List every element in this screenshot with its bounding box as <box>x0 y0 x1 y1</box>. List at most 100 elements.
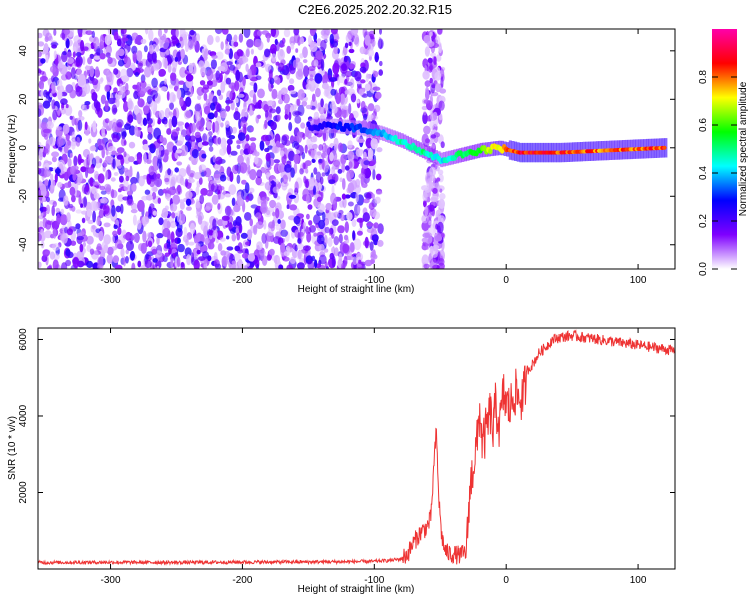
spectrogram-noise-blob <box>333 236 340 246</box>
spectrogram-noise-blob <box>233 41 239 47</box>
spectrogram-noise-blob <box>364 236 369 249</box>
spectrogram-ridge-point <box>662 145 667 150</box>
spectrogram-noise-blob <box>156 232 164 239</box>
spectrogram-noise-blob <box>265 152 271 162</box>
spectrogram-noise-blob <box>429 94 433 107</box>
spectrogram-noise-blob <box>240 232 248 239</box>
spectrogram-noise-blob <box>206 69 214 81</box>
spectrogram-noise-blob <box>318 254 327 265</box>
spectrogram-noise-blob <box>191 148 199 159</box>
spectrogram-noise-blob <box>363 160 370 166</box>
spectrogram-noise-blob <box>100 77 104 83</box>
spectrogram-noise-blob <box>229 64 236 71</box>
spectrogram-noise-blob <box>45 54 49 63</box>
spectrogram-noise-blob <box>379 60 383 67</box>
spectrogram-noise-blob <box>153 170 158 182</box>
spectrogram-y-tick-label: 0 <box>18 145 29 151</box>
snr-y-axis-label: SNR (10 * v/v) <box>7 416 18 480</box>
spectrogram-noise-blob <box>86 209 93 217</box>
spectrogram-noise-blob <box>235 69 241 81</box>
spectrogram-ridge-point <box>488 148 493 155</box>
spectrogram-noise-blob <box>259 250 266 256</box>
spectrogram-noise-blob <box>203 105 211 115</box>
spectrogram-noise-blob <box>185 198 192 206</box>
spectrogram-noise-blob <box>349 78 355 89</box>
spectrogram-noise-blob <box>373 104 381 113</box>
spectrogram-noise-blob <box>253 156 259 165</box>
spectrogram-noise-blob <box>94 66 100 78</box>
spectrogram-noise-blob <box>246 156 250 167</box>
spectrogram-noise-blob <box>278 62 285 72</box>
spectrogram-noise-blob <box>153 62 160 71</box>
spectrogram-noise-blob <box>194 131 201 138</box>
spectrogram-noise-blob <box>344 90 350 95</box>
spectrogram-noise-blob <box>55 207 61 214</box>
spectrogram-noise-blob <box>53 29 57 36</box>
spectrogram-noise-blob <box>433 56 437 66</box>
spectrogram-noise-blob <box>164 252 170 257</box>
colorbar-label: Normalized spectral amplitude <box>738 81 749 216</box>
spectrogram-noise-blob <box>376 147 383 153</box>
spectrogram-noise-blob <box>421 220 430 232</box>
spectrogram-noise-blob <box>99 185 106 191</box>
spectrogram-noise-blob <box>77 119 83 131</box>
spectrogram-noise-blob <box>270 29 277 37</box>
spectrogram-noise-blob <box>56 136 64 148</box>
spectrogram-noise-blob <box>38 90 41 97</box>
spectrogram-noise-blob <box>255 176 262 186</box>
spectrogram-noise-blob <box>249 137 257 142</box>
spectrogram-noise-blob <box>139 80 147 89</box>
spectrogram-noise-blob <box>213 174 220 179</box>
spectrogram-noise-blob <box>350 93 357 103</box>
spectrogram-noise-blob <box>197 215 203 225</box>
spectrogram-noise-blob <box>128 141 136 149</box>
spectrogram-noise-blob <box>292 110 300 117</box>
spectrogram-noise-blob <box>340 64 348 74</box>
spectrogram-x-tick-label: 100 <box>630 275 647 286</box>
spectrogram-noise-blob <box>215 70 221 81</box>
snr-frame <box>37 327 676 570</box>
spectrogram-noise-blob <box>231 126 237 134</box>
spectrogram-noise-blob <box>274 38 278 46</box>
spectrogram-noise-blob <box>49 65 57 73</box>
spectrogram-noise-blob <box>122 196 130 201</box>
spectrogram-noise-blob <box>134 71 140 78</box>
spectrogram-noise-blob <box>202 84 210 90</box>
spectrogram-noise-blob <box>104 100 109 112</box>
spectrogram-noise-blob <box>78 73 86 86</box>
spectrogram-noise-blob <box>302 221 307 230</box>
spectrogram-x-tick-label: -200 <box>232 275 252 286</box>
spectrogram-noise-blob <box>189 135 196 142</box>
spectrogram-noise-blob <box>309 41 318 53</box>
spectrogram-noise-blob <box>358 259 362 264</box>
spectrogram-noise-blob <box>206 80 213 86</box>
spectrogram-noise-blob <box>130 234 135 241</box>
spectrogram-noise-blob <box>311 158 316 163</box>
spectrogram-noise-blob <box>207 34 214 46</box>
spectrogram-noise-blob <box>271 146 279 154</box>
spectrogram-noise-blob <box>348 63 356 69</box>
spectrogram-noise-blob <box>164 57 168 69</box>
spectrogram-noise-blob <box>189 29 195 36</box>
spectrogram-noise-blob <box>306 194 310 204</box>
spectrogram-noise-blob <box>108 146 116 151</box>
spectrogram-noise-blob <box>429 77 433 84</box>
spectrogram-noise-blob <box>174 78 180 90</box>
spectrogram-noise-blob <box>221 255 228 267</box>
spectrogram-noise-blob <box>148 213 152 219</box>
spectrogram-noise-blob <box>286 45 292 54</box>
spectrogram-noise-blob <box>349 113 354 123</box>
spectrogram-noise-blob <box>101 147 105 159</box>
spectrogram-noise-blob <box>246 229 253 241</box>
spectrogram-noise-blob <box>263 104 270 113</box>
spectrogram-noise-blob <box>333 46 339 55</box>
spectrogram-noise-blob <box>152 210 158 216</box>
spectrogram-noise-blob <box>289 90 297 95</box>
spectrogram-noise-blob <box>432 187 438 194</box>
spectrogram-noise-blob <box>434 71 442 81</box>
spectrogram-noise-blob <box>126 67 134 78</box>
spectrogram-noise-blob <box>167 64 172 73</box>
spectrogram-noise-blob <box>288 111 292 121</box>
spectrogram-noise-blob <box>50 75 55 83</box>
spectrogram-noise-blob <box>156 236 160 246</box>
